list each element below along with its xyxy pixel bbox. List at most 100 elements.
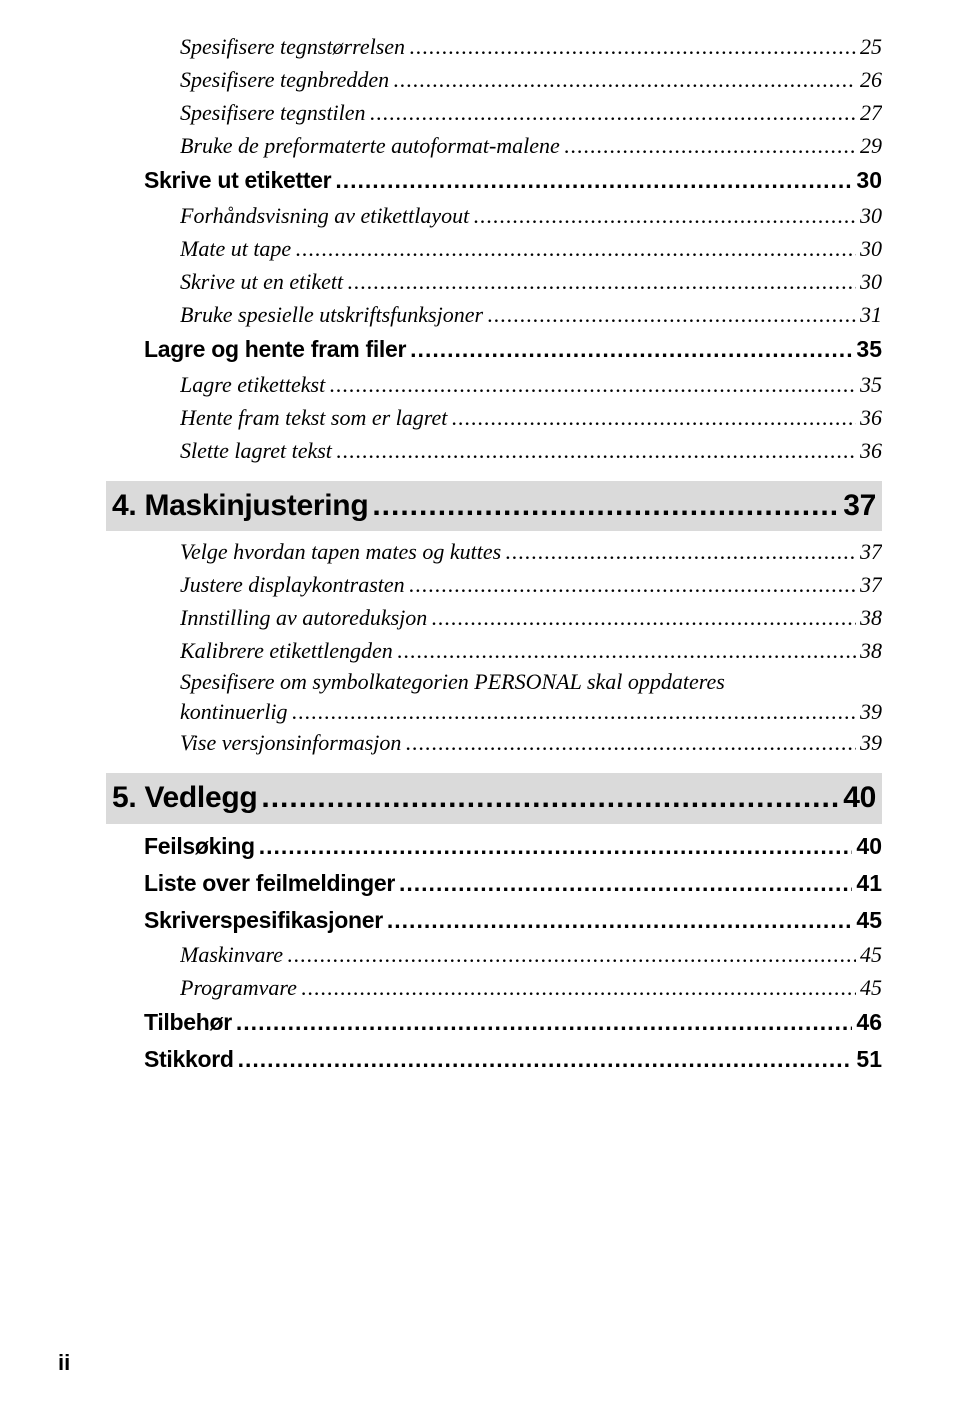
toc-entry-page: 27 <box>860 96 882 129</box>
toc-entry-page: 39 <box>860 726 882 759</box>
toc-leader <box>335 162 852 199</box>
toc-subsection: Skrive ut etiketter 30 <box>144 162 882 199</box>
toc-subsection: Stikkord 51 <box>144 1041 882 1078</box>
toc-entry-page: 35 <box>856 331 882 368</box>
toc-entry: Spesifisere tegnbredden 26 <box>180 63 882 96</box>
toc-entry-label: Liste over feilmeldinger <box>144 865 395 902</box>
toc-entry: Spesifisere tegnstilen 27 <box>180 96 882 129</box>
toc-leader <box>393 63 856 96</box>
toc-entry-page: 46 <box>856 1004 882 1041</box>
toc-entry-page: 38 <box>860 634 882 667</box>
toc-leader <box>410 331 852 368</box>
toc-leader <box>431 601 856 634</box>
toc-entry-label: Vise versjonsinformasjon <box>180 726 401 759</box>
toc-subsection: Liste over feilmeldinger 41 <box>144 865 882 902</box>
toc-entry-page: 51 <box>856 1041 882 1078</box>
toc-entry-label: Lagre og hente fram filer <box>144 331 406 368</box>
toc-entry-page: 29 <box>860 129 882 162</box>
toc-leader <box>238 1041 853 1078</box>
toc-entry-label: Innstilling av autoreduksjon <box>180 601 427 634</box>
toc-entry-label: Spesifisere tegnstørrelsen <box>180 30 405 63</box>
toc-entry: Maskinvare 45 <box>180 938 882 971</box>
toc-entry-page: 41 <box>856 865 882 902</box>
toc-leader <box>387 902 853 939</box>
toc-entry-page: 45 <box>860 971 882 1004</box>
toc-entry-label: Slette lagret tekst <box>180 434 332 467</box>
toc-leader <box>409 30 856 63</box>
toc-entry-label: Spesifisere om symbolkategorien PERSONAL… <box>180 667 882 697</box>
toc-entry-label: 4. Maskinjustering <box>112 483 368 530</box>
toc-entry-label: Bruke de preformaterte autoformat-malene <box>180 129 560 162</box>
toc-entry-label: Skrive ut etiketter <box>144 162 331 199</box>
toc-leader <box>295 232 856 265</box>
toc-leader <box>397 634 856 667</box>
toc-entry: Forhåndsvisning av etikettlayout 30 <box>180 199 882 232</box>
toc-entry-page: 25 <box>860 30 882 63</box>
toc-subsection: Lagre og hente fram filer 35 <box>144 331 882 368</box>
toc-entry-page: 35 <box>860 368 882 401</box>
toc-entry-page: 37 <box>860 568 882 601</box>
toc-entry-label: Skriverspesifikasjoner <box>144 902 383 939</box>
toc-entry: Lagre etikettekst 35 <box>180 368 882 401</box>
toc-entry-page: 45 <box>856 902 882 939</box>
toc-entry: Programvare 45 <box>180 971 882 1004</box>
toc-entry-page: 37 <box>843 483 876 530</box>
toc-entry: Hente fram tekst som er lagret 36 <box>180 401 882 434</box>
toc-chapter: 5. Vedlegg 40 <box>106 773 882 824</box>
toc-leader <box>505 535 856 568</box>
toc-entry-label: Bruke spesielle utskriftsfunksjoner <box>180 298 483 331</box>
toc-entry-page: 37 <box>860 535 882 568</box>
toc-leader <box>370 96 856 129</box>
toc-page: Spesifisere tegnstørrelsen 25 Spesifiser… <box>0 0 960 1108</box>
toc-entry-label: Mate ut tape <box>180 232 291 265</box>
toc-leader <box>473 199 856 232</box>
toc-entry-page: 40 <box>856 828 882 865</box>
toc-entry-page: 30 <box>860 199 882 232</box>
toc-chapter: 4. Maskinjustering 37 <box>106 481 882 532</box>
toc-entry-label: Forhåndsvisning av etikettlayout <box>180 199 469 232</box>
toc-leader <box>336 434 856 467</box>
toc-entry: Bruke de preformaterte autoformat-malene… <box>180 129 882 162</box>
toc-entry-page: 40 <box>843 775 876 822</box>
toc-leader <box>399 865 852 902</box>
toc-entry-label: Lagre etikettekst <box>180 368 325 401</box>
toc-entry-label: Skrive ut en etikett <box>180 265 343 298</box>
toc-leader <box>261 775 839 822</box>
toc-entry-page: 45 <box>860 938 882 971</box>
toc-entry: Justere displaykontrasten 37 <box>180 568 882 601</box>
toc-entry-label: Maskinvare <box>180 938 283 971</box>
page-number-roman: ii <box>58 1350 70 1376</box>
toc-entry-multiline: Spesifisere om symbolkategorien PERSONAL… <box>180 667 882 726</box>
toc-leader <box>405 726 856 759</box>
toc-entry-label: Stikkord <box>144 1041 234 1078</box>
toc-subsection: Tilbehør 46 <box>144 1004 882 1041</box>
toc-entry-label: Spesifisere tegnstilen <box>180 96 366 129</box>
toc-entry-page: 26 <box>860 63 882 96</box>
toc-entry-page: 36 <box>860 401 882 434</box>
toc-entry: Vise versjonsinformasjon 39 <box>180 726 882 759</box>
toc-entry: Slette lagret tekst 36 <box>180 434 882 467</box>
toc-entry-page: 36 <box>860 434 882 467</box>
toc-entry-page: 38 <box>860 601 882 634</box>
toc-entry-label: Feilsøking <box>144 828 255 865</box>
toc-entry: Bruke spesielle utskriftsfunksjoner 31 <box>180 298 882 331</box>
toc-entry-label: Hente fram tekst som er lagret <box>180 401 447 434</box>
toc-leader <box>287 938 856 971</box>
toc-entry: Velge hvordan tapen mates og kuttes 37 <box>180 535 882 568</box>
toc-leader <box>372 483 839 530</box>
toc-entry-page: 31 <box>860 298 882 331</box>
toc-entry: Spesifisere tegnstørrelsen 25 <box>180 30 882 63</box>
toc-entry-label: Tilbehør <box>144 1004 232 1041</box>
toc-entry-page: 30 <box>856 162 882 199</box>
toc-entry: Kalibrere etikettlengden 38 <box>180 634 882 667</box>
toc-entry-page: 30 <box>860 265 882 298</box>
toc-leader <box>451 401 856 434</box>
toc-entry-label: 5. Vedlegg <box>112 775 257 822</box>
toc-entry-label: Programvare <box>180 971 297 1004</box>
toc-entry-label: kontinuerlig <box>180 697 288 727</box>
toc-subsection: Skriverspesifikasjoner 45 <box>144 902 882 939</box>
toc-leader <box>259 828 853 865</box>
toc-leader <box>236 1004 853 1041</box>
toc-entry: Mate ut tape 30 <box>180 232 882 265</box>
toc-entry-page: 30 <box>860 232 882 265</box>
